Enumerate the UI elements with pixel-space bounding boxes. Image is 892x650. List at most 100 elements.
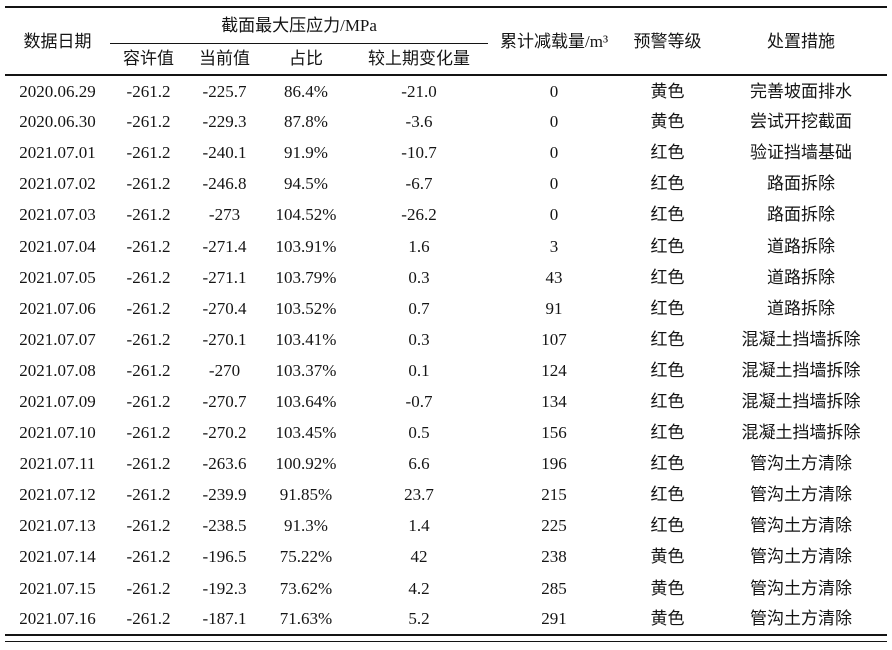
cell-current: -270	[208, 360, 241, 380]
cell-current: -270.1	[202, 329, 247, 349]
cell-ratio: 94.5%	[284, 174, 328, 194]
cell-unload: 291	[541, 609, 567, 629]
table-row: 2021.07.12 -261.2 -239.9 91.85% 23.7 215 红色 管沟土…	[5, 479, 887, 510]
cell-date: 2021.07.15	[19, 578, 96, 598]
cell-measure: 完善坡面排水	[750, 81, 853, 101]
cell-allowable: -261.2	[126, 205, 171, 225]
cell-allowable: -261.2	[126, 485, 171, 505]
cell-current: -225.7	[202, 81, 247, 101]
cell-allowable: -261.2	[126, 174, 171, 194]
table-row: 2021.07.13 -261.2 -238.5 91.3% 1.4 225 红色 管沟土方清…	[5, 510, 887, 541]
cell-unload: 91	[545, 298, 563, 318]
cell-warning: 红色	[650, 360, 685, 380]
cell-ratio: 91.85%	[279, 485, 333, 505]
cell-warning: 黄色	[650, 112, 685, 132]
cell-warning: 红色	[650, 174, 685, 194]
cell-current: -196.5	[202, 547, 247, 567]
cell-measure: 混凝土挡墙拆除	[741, 423, 861, 443]
cell-ratio: 103.37%	[275, 360, 337, 380]
cell-change: 0.5	[408, 423, 430, 443]
cell-ratio: 87.8%	[284, 112, 328, 132]
cell-date: 2021.07.13	[19, 516, 96, 536]
cell-warning: 红色	[650, 423, 685, 443]
cell-measure: 混凝土挡墙拆除	[741, 329, 861, 349]
header-unload: 累计减载量/m³	[500, 31, 609, 51]
cell-date: 2021.07.02	[19, 174, 96, 194]
cell-ratio: 104.52%	[275, 205, 337, 225]
cell-date: 2021.07.14	[19, 547, 96, 567]
cell-measure: 管沟土方清除	[750, 578, 853, 598]
cell-current: -229.3	[202, 112, 247, 132]
table-row: 2020.06.30 -261.2 -229.3 87.8% -3.6 0 黄色 尝试开挖截面	[5, 106, 887, 137]
cell-allowable: -261.2	[126, 391, 171, 411]
cell-change: 0.7	[408, 298, 430, 318]
cell-allowable: -261.2	[126, 81, 171, 101]
cell-current: -263.6	[202, 454, 247, 474]
cell-change: -26.2	[401, 205, 437, 225]
table-row: 2021.07.04 -261.2 -271.4 103.91% 1.6 3 红色 道路拆除	[5, 230, 887, 261]
table-row: 2021.07.14 -261.2 -196.5 75.22% 42 238 黄色 管沟土方清…	[5, 541, 887, 572]
header-sub-row: 容许值 当前值 占比 较上期变化量	[5, 43, 887, 75]
cell-warning: 红色	[650, 143, 685, 163]
cell-measure: 管沟土方清除	[750, 454, 853, 474]
cell-change: 0.3	[408, 267, 430, 287]
cell-measure: 管沟土方清除	[750, 609, 853, 629]
cell-ratio: 71.63%	[279, 609, 333, 629]
cell-warning: 红色	[650, 454, 685, 474]
cell-current: -270.7	[202, 391, 247, 411]
cell-current: -239.9	[202, 485, 247, 505]
cell-unload: 0	[549, 112, 559, 132]
cell-unload: 3	[549, 236, 559, 256]
cell-unload: 225	[541, 516, 567, 536]
table-row: 2021.07.02 -261.2 -246.8 94.5% -6.7 0 红色 路面拆除	[5, 168, 887, 199]
cell-warning: 红色	[650, 485, 685, 505]
cell-date: 2021.07.06	[19, 298, 96, 318]
cell-measure: 管沟土方清除	[750, 485, 853, 505]
cell-allowable: -261.2	[126, 112, 171, 132]
cell-unload: 215	[541, 485, 567, 505]
cell-measure: 管沟土方清除	[750, 547, 853, 567]
cell-current: -187.1	[202, 609, 247, 629]
cell-change: 4.2	[408, 578, 430, 598]
table-row: 2021.07.05 -261.2 -271.1 103.79% 0.3 43 红色 道路拆除	[5, 262, 887, 293]
cell-date: 2021.07.16	[19, 609, 96, 629]
cell-measure: 混凝土挡墙拆除	[741, 360, 861, 380]
table-row: 2021.07.16 -261.2 -187.1 71.63% 5.2 291 黄色 管沟土方…	[5, 604, 887, 635]
cell-allowable: -261.2	[126, 267, 171, 287]
cell-warning: 红色	[650, 516, 685, 536]
cell-current: -271.4	[202, 236, 247, 256]
cell-change: 0.3	[408, 329, 430, 349]
cell-measure: 道路拆除	[767, 267, 836, 287]
header-current: 当前值	[199, 49, 250, 69]
cell-allowable: -261.2	[126, 298, 171, 318]
table-row: 2021.07.03 -261.2 -273 104.52% -26.2 0 红色 路面拆除	[5, 199, 887, 230]
cell-unload: 238	[541, 547, 567, 567]
header-ratio: 占比	[289, 49, 323, 69]
cell-warning: 红色	[650, 329, 685, 349]
table-row: 2021.07.09 -261.2 -270.7 103.64% -0.7 134 红色 混凝…	[5, 386, 887, 417]
cell-date: 2021.07.09	[19, 391, 96, 411]
cell-change: 0.1	[408, 360, 430, 380]
cell-current: -246.8	[202, 174, 247, 194]
cell-unload: 107	[541, 329, 567, 349]
cell-change: 5.2	[408, 609, 430, 629]
cell-change: -0.7	[405, 391, 433, 411]
cell-unload: 285	[541, 578, 567, 598]
cell-warning: 黄色	[650, 609, 685, 629]
cell-date: 2021.07.01	[19, 143, 96, 163]
table-row: 2021.07.01 -261.2 -240.1 91.9% -10.7 0 红色 验证挡墙基…	[5, 137, 887, 168]
cell-date: 2020.06.29	[19, 81, 96, 101]
header-warning: 预警等级	[633, 31, 702, 51]
cell-ratio: 103.41%	[275, 329, 337, 349]
cell-ratio: 100.92%	[275, 454, 337, 474]
cell-change: 23.7	[404, 485, 434, 505]
header-measure: 处置措施	[767, 31, 836, 51]
cell-date: 2021.07.08	[19, 360, 96, 380]
cell-warning: 黄色	[650, 578, 685, 598]
monitoring-data-table: 数据日期 截面最大压应力/MPa 累计减载量/m³ 预警等级 处置措施 容许值 …	[5, 6, 888, 636]
cell-ratio: 103.64%	[275, 391, 337, 411]
cell-warning: 红色	[650, 205, 685, 225]
cell-change: 42	[410, 547, 428, 567]
cell-unload: 43	[545, 267, 563, 287]
